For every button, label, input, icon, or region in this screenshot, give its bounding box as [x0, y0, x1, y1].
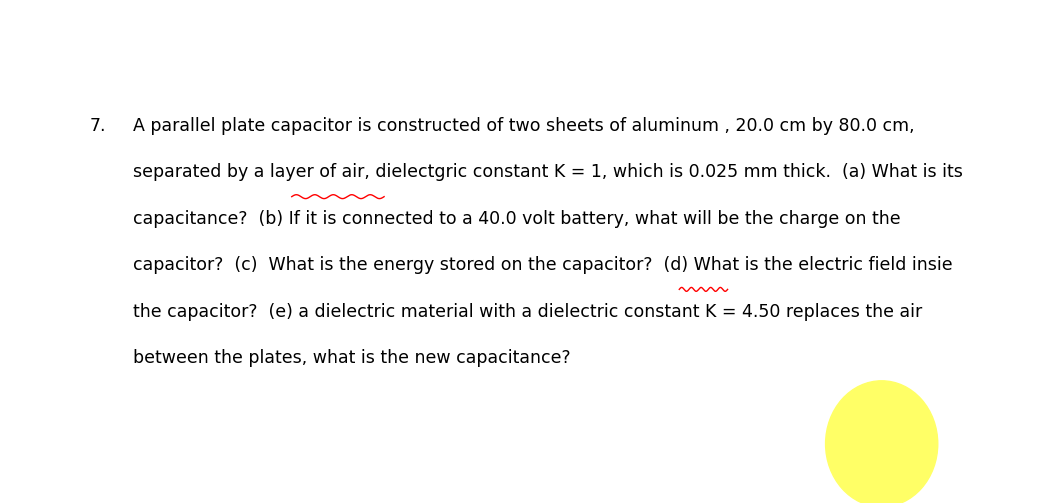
Text: between the plates, what is the new capacitance?: between the plates, what is the new capa…	[133, 349, 570, 367]
Text: A parallel plate capacitor is constructed of two sheets of aluminum , 20.0 cm by: A parallel plate capacitor is constructe…	[133, 117, 915, 135]
Text: capacitance?  (b) If it is connected to a 40.0 volt battery, what will be the ch: capacitance? (b) If it is connected to a…	[133, 210, 900, 228]
Text: the capacitor?  (e) a dielectric material with a dielectric constant K = 4.50 re: the capacitor? (e) a dielectric material…	[133, 302, 922, 320]
Text: separated by a layer of air, dielectgric constant K = 1, which is 0.025 mm thick: separated by a layer of air, dielectgric…	[133, 163, 963, 182]
Ellipse shape	[826, 381, 938, 503]
Text: 7.: 7.	[90, 117, 106, 135]
Text: capacitor?  (c)  What is the energy stored on the capacitor?  (d) What is the el: capacitor? (c) What is the energy stored…	[133, 256, 953, 274]
